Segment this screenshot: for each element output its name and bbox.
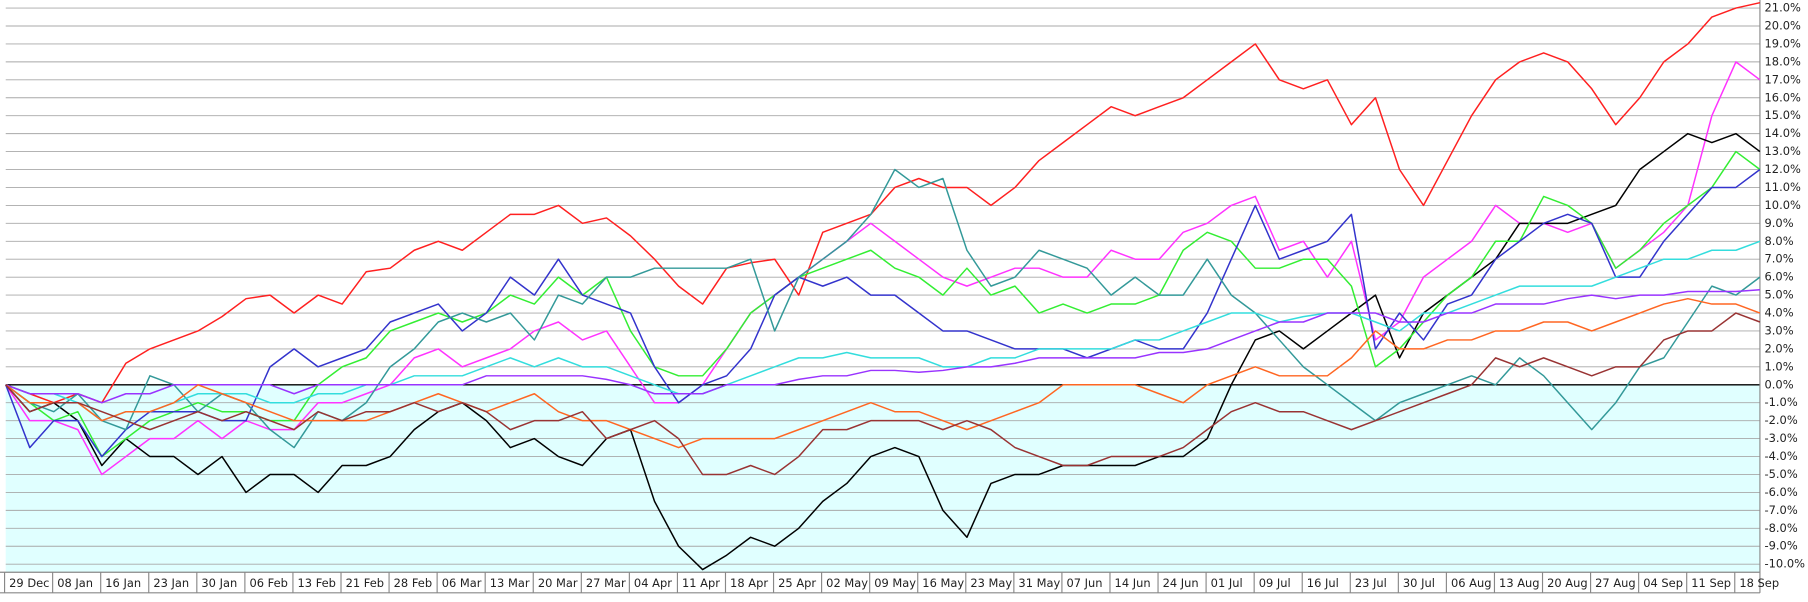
y-tick-label: -9.0% — [1765, 539, 1798, 553]
y-tick-label: 20.0% — [1765, 19, 1801, 33]
x-tick-label: 24 Jun — [1163, 576, 1199, 590]
y-tick-label: -2.0% — [1765, 413, 1798, 427]
y-tick-label: 1.0% — [1765, 359, 1794, 373]
y-tick-label: -8.0% — [1765, 521, 1798, 535]
x-tick-label: 23 Jul — [1355, 576, 1387, 590]
x-tick-label: 20 Mar — [538, 576, 578, 590]
x-tick-label: 20 Aug — [1547, 576, 1588, 590]
y-tick-label: 8.0% — [1765, 234, 1794, 248]
x-tick-label: 06 Mar — [442, 576, 482, 590]
x-tick-label: 04 Sep — [1643, 576, 1683, 590]
y-tick-label: 3.0% — [1765, 323, 1794, 337]
y-tick-label: 18.0% — [1765, 54, 1801, 68]
series-line — [5, 288, 1760, 404]
y-tick-label: -5.0% — [1765, 467, 1798, 481]
x-tick-label: 29 Dec — [9, 576, 49, 590]
x-tick-label: 06 Aug — [1451, 576, 1492, 590]
series-line — [5, 312, 1761, 476]
x-tick-label: 28 Feb — [394, 576, 432, 590]
y-tick-label: -10.0% — [1765, 557, 1806, 571]
y-tick-label: -6.0% — [1765, 485, 1798, 499]
negative-area — [5, 384, 1760, 573]
x-tick-label: 31 May — [1018, 576, 1060, 590]
x-tick-label: 23 May — [970, 576, 1012, 590]
x-tick-label: 21 Feb — [346, 576, 384, 590]
x-tick-label: 16 Jan — [105, 576, 141, 590]
y-tick-label: 5.0% — [1765, 288, 1794, 302]
x-tick-label: 06 Feb — [249, 576, 287, 590]
x-tick-label: 01 Jul — [1211, 576, 1243, 590]
x-tick-label: 30 Jul — [1403, 576, 1435, 590]
x-tick-label: 11 Apr — [682, 576, 720, 590]
y-tick-label: 13.0% — [1765, 144, 1801, 158]
y-tick-label: 19.0% — [1765, 36, 1801, 50]
y-tick-label: 2.0% — [1765, 341, 1794, 355]
x-tick-label: 02 May — [826, 576, 868, 590]
x-tick-label: 13 Aug — [1499, 576, 1540, 590]
y-tick-label: 17.0% — [1765, 72, 1801, 86]
x-tick-label: 18 Sep — [1739, 576, 1779, 590]
x-tick-label: 16 Jul — [1307, 576, 1339, 590]
y-tick-label: 6.0% — [1765, 270, 1794, 284]
y-tick-label: 4.0% — [1765, 306, 1794, 320]
y-tick-label: 14.0% — [1765, 126, 1801, 140]
x-tick-label: 23 Jan — [153, 576, 189, 590]
y-tick-label: 12.0% — [1765, 162, 1801, 176]
y-tick-label: 11.0% — [1765, 180, 1801, 194]
y-tick-label: -1.0% — [1765, 395, 1798, 409]
x-tick-label: 18 Apr — [730, 576, 768, 590]
y-tick-label: -7.0% — [1765, 503, 1798, 517]
x-tick-label: 09 Jul — [1259, 576, 1291, 590]
x-tick-label: 13 Feb — [298, 576, 336, 590]
series-line — [5, 168, 1761, 449]
y-tick-label: 7.0% — [1765, 252, 1794, 266]
x-tick-label: 30 Jan — [201, 576, 237, 590]
x-tick-label: 04 Apr — [634, 576, 672, 590]
y-tick-label: 21.0% — [1765, 1, 1801, 15]
x-tick-label: 08 Jan — [57, 576, 93, 590]
y-tick-label: 10.0% — [1765, 198, 1801, 212]
y-tick-label: 16.0% — [1765, 90, 1801, 104]
y-tick-label: 9.0% — [1765, 216, 1794, 230]
x-tick-label: 25 Apr — [778, 576, 816, 590]
y-tick-label: -4.0% — [1765, 449, 1798, 463]
x-tick-label: 13 Mar — [490, 576, 530, 590]
series-line — [5, 1, 1761, 404]
series-line — [5, 150, 1761, 458]
series-line — [5, 168, 1761, 458]
x-tick-label: 11 Sep — [1691, 576, 1731, 590]
x-tick-label: 14 Jun — [1115, 576, 1151, 590]
x-tick-label: 27 Mar — [586, 576, 626, 590]
series-line — [5, 297, 1761, 449]
x-tick-label: 07 Jun — [1066, 576, 1102, 590]
y-tick-label: 15.0% — [1765, 108, 1801, 122]
series-line — [5, 240, 1761, 422]
x-tick-label: 27 Aug — [1595, 576, 1636, 590]
x-tick-label: 09 May — [874, 576, 916, 590]
x-tick-label: 16 May — [922, 576, 964, 590]
y-tick-label: -3.0% — [1765, 431, 1798, 445]
y-tick-label: 0.0% — [1765, 377, 1794, 391]
series-line — [5, 61, 1761, 476]
